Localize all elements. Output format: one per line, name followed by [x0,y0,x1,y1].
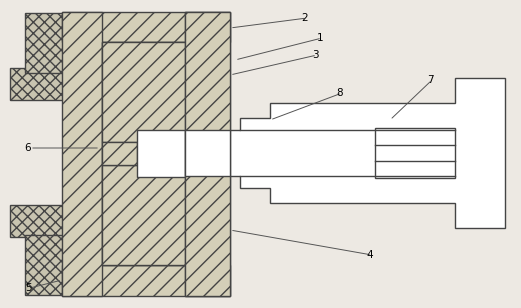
Bar [102,42,185,265]
Bar [25,235,63,295]
Bar [375,128,455,178]
Bar [137,130,185,177]
Bar [62,265,230,296]
Bar [25,13,63,73]
Bar [62,12,230,42]
Bar [102,142,137,165]
Text: 5: 5 [24,283,31,293]
Bar [102,42,185,142]
Bar [62,12,102,296]
Text: 4: 4 [367,250,374,260]
Text: 2: 2 [302,13,308,23]
Bar [10,205,185,237]
Text: 8: 8 [337,88,343,98]
Bar [185,12,230,296]
Bar [102,165,185,265]
Bar [185,130,230,176]
Bar [10,68,185,100]
Bar [185,12,230,296]
Text: 3: 3 [312,50,318,60]
Polygon shape [200,78,505,228]
Text: 6: 6 [24,143,31,153]
Text: 1: 1 [317,33,324,43]
Text: 7: 7 [427,75,433,85]
